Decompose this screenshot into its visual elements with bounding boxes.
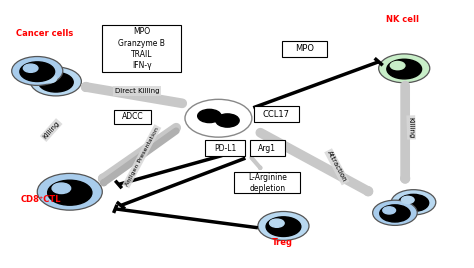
- Circle shape: [383, 207, 395, 214]
- Text: ADCC: ADCC: [122, 113, 143, 121]
- Circle shape: [387, 59, 421, 79]
- Circle shape: [42, 75, 56, 83]
- Text: Arg1: Arg1: [258, 144, 276, 153]
- Circle shape: [23, 64, 38, 72]
- Circle shape: [52, 183, 71, 193]
- Circle shape: [270, 219, 284, 227]
- Circle shape: [390, 61, 405, 70]
- FancyBboxPatch shape: [235, 172, 300, 193]
- Circle shape: [37, 173, 102, 210]
- Circle shape: [401, 196, 414, 203]
- Text: Direct Killing: Direct Killing: [115, 88, 159, 94]
- Circle shape: [185, 99, 252, 137]
- Text: Antigen Presentation: Antigen Presentation: [124, 126, 159, 187]
- Circle shape: [391, 190, 436, 215]
- Text: L-Arginine
depletion: L-Arginine depletion: [248, 173, 287, 193]
- Circle shape: [373, 200, 417, 225]
- Text: Cancer cells: Cancer cells: [16, 29, 73, 38]
- FancyBboxPatch shape: [249, 140, 285, 157]
- Text: Killing: Killing: [42, 120, 61, 140]
- Circle shape: [398, 194, 428, 211]
- FancyBboxPatch shape: [102, 25, 182, 72]
- Text: Killing: Killing: [408, 117, 415, 138]
- Circle shape: [198, 109, 221, 122]
- Circle shape: [216, 114, 239, 127]
- Circle shape: [379, 54, 430, 83]
- Text: Treg: Treg: [272, 239, 293, 247]
- Circle shape: [38, 72, 73, 92]
- Circle shape: [266, 217, 301, 236]
- FancyBboxPatch shape: [114, 110, 151, 124]
- Circle shape: [258, 211, 309, 240]
- Circle shape: [12, 57, 63, 85]
- Text: CCL17: CCL17: [263, 110, 290, 119]
- Text: MPO
Granzyme B
TRAIL
IFN-γ: MPO Granzyme B TRAIL IFN-γ: [118, 28, 165, 70]
- FancyBboxPatch shape: [254, 106, 299, 122]
- Text: MPO: MPO: [295, 44, 314, 53]
- Circle shape: [48, 180, 92, 205]
- Circle shape: [20, 62, 55, 81]
- Text: Attraction: Attraction: [326, 150, 347, 184]
- Text: PD-L1: PD-L1: [214, 144, 237, 153]
- Circle shape: [380, 205, 410, 222]
- Text: NK cell: NK cell: [386, 15, 419, 24]
- FancyBboxPatch shape: [205, 140, 246, 157]
- Text: CD8⁺CTL: CD8⁺CTL: [21, 195, 62, 204]
- FancyBboxPatch shape: [282, 41, 327, 57]
- Circle shape: [30, 67, 82, 96]
